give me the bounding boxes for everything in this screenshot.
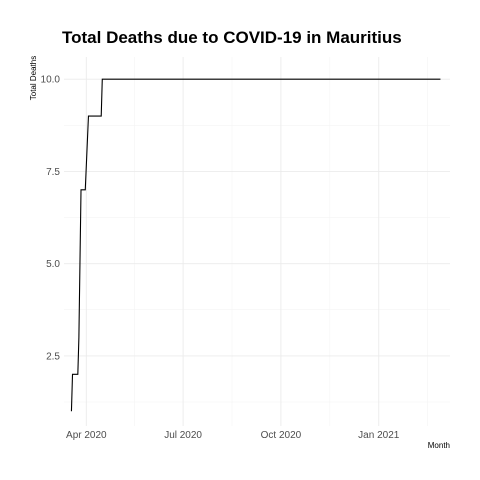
grid xyxy=(64,57,450,426)
x-tick-label: Jul 2020 xyxy=(164,430,202,441)
series-layer xyxy=(70,78,441,412)
x-axis-ticks: Apr 2020 Jul 2020 Oct 2020 Jan 2021 xyxy=(66,430,400,441)
x-tick-label: Apr 2020 xyxy=(66,430,107,441)
x-tick-label: Oct 2020 xyxy=(261,430,302,441)
chart-title: Total Deaths due to COVID-19 in Mauritiu… xyxy=(62,28,402,47)
y-tick-label: 10.0 xyxy=(41,75,61,86)
y-tick-label: 5.0 xyxy=(46,259,60,270)
x-tick-label: Jan 2021 xyxy=(358,430,400,441)
y-tick-label: 7.5 xyxy=(46,167,60,178)
y-axis-title: Total Deaths xyxy=(29,56,38,100)
y-tick-label: 2.5 xyxy=(46,351,60,362)
series-line-total-deaths xyxy=(70,78,441,412)
y-axis-ticks: 2.5 5.0 7.5 10.0 xyxy=(41,75,61,363)
x-axis-title: Month xyxy=(428,441,450,450)
